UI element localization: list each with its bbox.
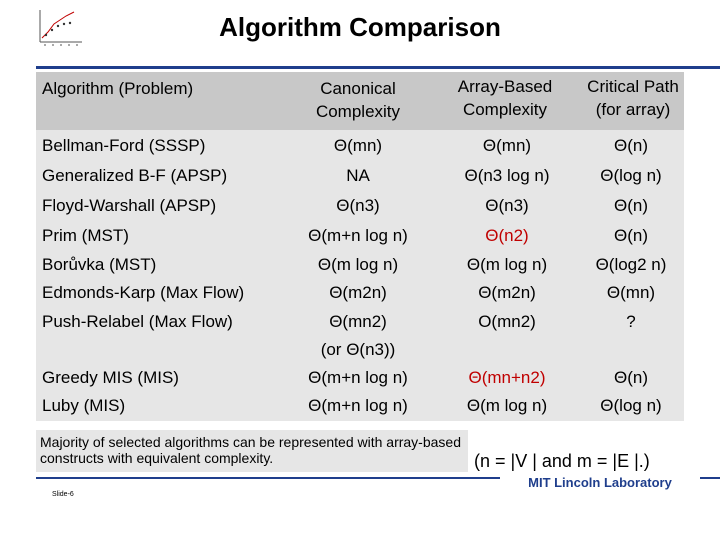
critical-path: Θ(n) <box>614 136 648 155</box>
lab-name: MIT Lincoln Laboratory <box>500 474 700 493</box>
summary-box: Majority of selected algorithms can be r… <box>36 430 468 472</box>
array-complexity: Θ(n3) <box>485 196 529 215</box>
array-complexity: Θ(n3 log n) <box>464 166 550 185</box>
array-complexity: Θ(m2n) <box>478 283 536 302</box>
title-divider <box>36 66 720 69</box>
header-canonical: Canonical Complexity <box>304 77 412 123</box>
array-complexity: Θ(mn) <box>482 136 532 155</box>
slide-number: Slide-6 <box>52 491 74 498</box>
canonical-complexity: Θ(m2n) <box>329 283 387 302</box>
array-complexity-highlighted: Θ(n2) <box>485 226 529 245</box>
array-complexity: O(mn2) <box>478 312 536 331</box>
algorithm-name: Greedy MIS (MIS) <box>42 368 179 387</box>
canonical-complexity: Θ(mn2) <box>329 312 387 331</box>
canonical-complexity: Θ(m+n log n) <box>308 396 408 415</box>
critical-path: Θ(n) <box>614 226 648 245</box>
critical-path: Θ(n) <box>614 196 648 215</box>
header-array-based-text: Array-Based Complexity <box>457 77 553 119</box>
critical-path: Θ(log n) <box>600 396 662 415</box>
canonical-complexity: Θ(m log n) <box>317 255 399 274</box>
canonical-complexity-alt: (or Θ(n3)) <box>320 340 396 359</box>
table-body-background <box>36 130 684 421</box>
page-title: Algorithm Comparison <box>219 12 501 42</box>
header-algorithm: Algorithm (Problem) <box>42 79 194 98</box>
critical-path: Θ(log n) <box>600 166 662 185</box>
critical-path: Θ(n) <box>614 368 648 387</box>
algorithm-name: Borůvka (MST) <box>42 255 157 274</box>
array-complexity-highlighted: Θ(mn+n2) <box>468 368 546 387</box>
notation-note: (n = |V | and m = |E |.) <box>474 451 650 471</box>
algorithm-name: Floyd-Warshall (APSP) <box>42 196 217 215</box>
critical-path: ? <box>626 312 636 331</box>
canonical-complexity: Θ(mn) <box>333 136 383 155</box>
array-complexity: Θ(m log n) <box>466 255 548 274</box>
canonical-complexity: Θ(n3) <box>336 196 380 215</box>
canonical-complexity: Θ(m+n log n) <box>308 368 408 387</box>
critical-path: Θ(mn) <box>606 283 656 302</box>
header-array-based: Array-Based Complexity <box>446 75 564 121</box>
critical-path: Θ(log2 n) <box>595 255 667 274</box>
summary-text: Majority of selected algorithms can be r… <box>40 434 461 466</box>
algorithm-name: Edmonds-Karp (Max Flow) <box>42 283 245 302</box>
header-critical-path-text: Critical Path (for array) <box>587 77 679 119</box>
array-complexity: Θ(m log n) <box>466 396 548 415</box>
canonical-complexity: Θ(m+n log n) <box>308 226 408 245</box>
header-critical-path: Critical Path (for array) <box>576 75 690 121</box>
algorithm-name: Push-Relabel (Max Flow) <box>42 312 233 331</box>
algorithm-name: Prim (MST) <box>42 226 129 245</box>
algorithm-name: Generalized B-F (APSP) <box>42 166 228 185</box>
algorithm-name: Luby (MIS) <box>42 396 126 415</box>
canonical-complexity: NA <box>346 166 370 185</box>
algorithm-name: Bellman-Ford (SSSP) <box>42 136 206 155</box>
header-canonical-text: Canonical Complexity <box>315 79 401 121</box>
footer-divider <box>36 477 720 479</box>
lincoln-lab-chart-logo <box>39 10 82 46</box>
table-header-background <box>36 72 684 130</box>
